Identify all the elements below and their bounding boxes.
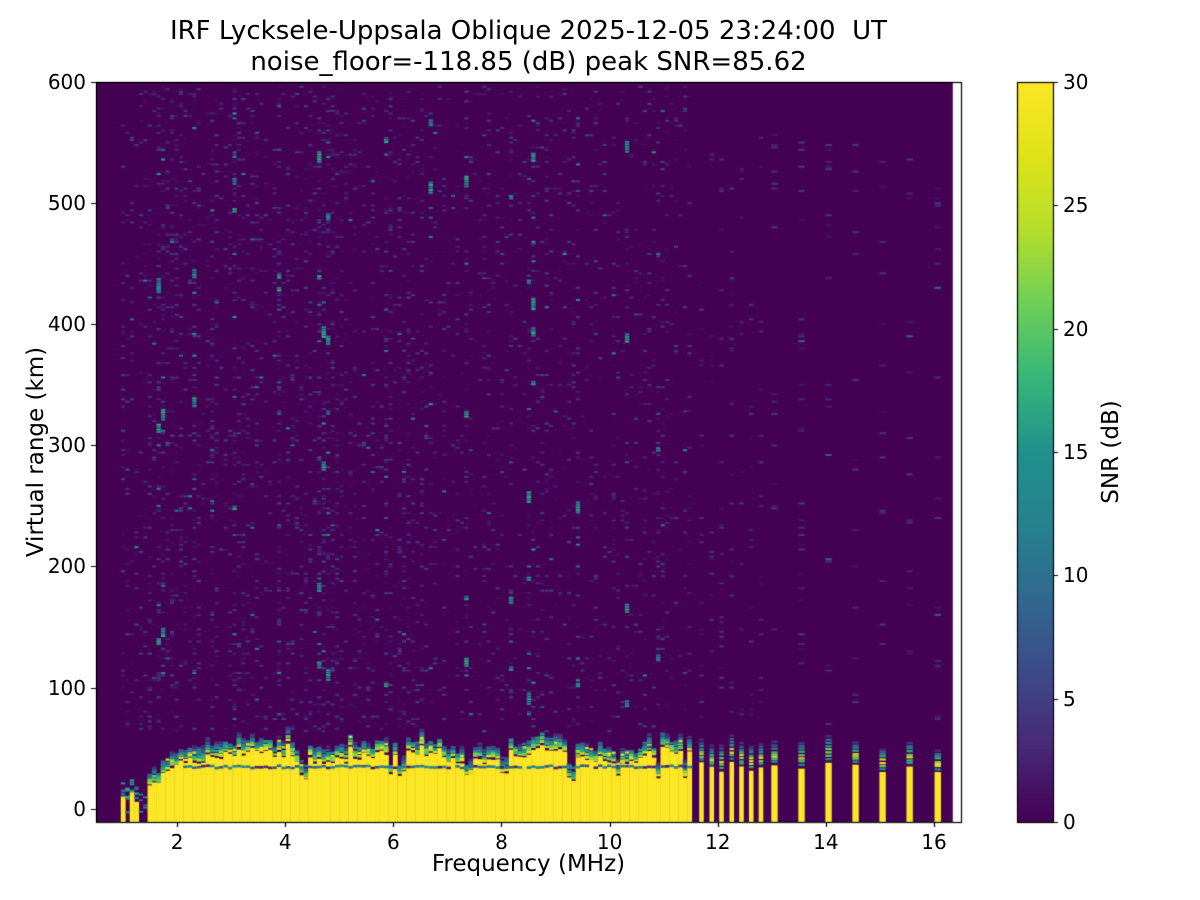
colorbar-tick-label: 25 [1063, 193, 1089, 218]
x-tick-label: 16 [921, 830, 947, 854]
colorbar-tick-label: 10 [1063, 563, 1089, 588]
y-tick-label: 400 [47, 312, 86, 337]
x-tick-label: 10 [596, 830, 623, 854]
chart-title-line1: IRF Lycksele-Uppsala Oblique 2025-12-05 … [169, 16, 888, 46]
x-tick-label: 4 [278, 830, 292, 854]
x-tick-label: 2 [170, 830, 184, 854]
y-tick-label: 200 [47, 554, 86, 579]
colorbar-tick-label: 0 [1063, 810, 1076, 834]
y-tick-label: 600 [47, 70, 86, 94]
colorbar-tick-label: 30 [1063, 70, 1089, 94]
y-tick-label: 0 [73, 796, 86, 821]
colorbar-tick-label: 5 [1063, 686, 1076, 711]
y-tick-label: 500 [47, 191, 86, 216]
chart-title: IRF Lycksele-Uppsala Oblique 2025-12-05 … [96, 16, 961, 78]
x-axis-label: Frequency (MHz) [431, 851, 626, 877]
chart-title-line2: noise_floor=-118.85 (dB) peak SNR=85.62 [250, 47, 807, 77]
x-tick-label: 12 [704, 830, 731, 854]
y-tick-label: 300 [47, 433, 86, 458]
x-tick-label: 8 [495, 830, 508, 854]
x-tick-label: 6 [386, 830, 400, 854]
colorbar-label: SNR (dB) [1098, 400, 1124, 504]
x-tick-label: 14 [813, 830, 839, 854]
colorbar-tick-label: 20 [1063, 316, 1089, 341]
y-tick-label: 100 [47, 675, 86, 700]
colorbar-tick-label: 15 [1063, 440, 1089, 464]
